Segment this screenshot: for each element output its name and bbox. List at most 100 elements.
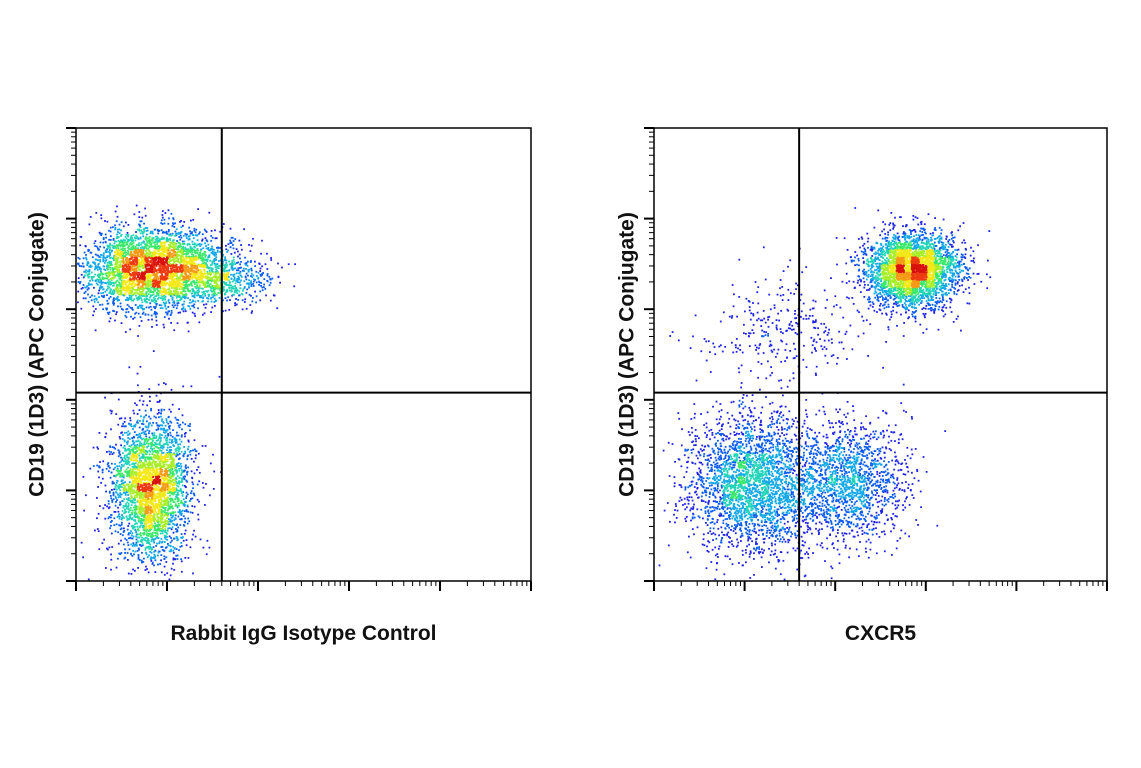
- event-point: [216, 249, 219, 252]
- event-point: [122, 238, 125, 241]
- event-point: [177, 538, 180, 541]
- event-point: [113, 510, 116, 513]
- event-point: [230, 286, 233, 289]
- event-point: [181, 509, 184, 512]
- event-point: [230, 253, 233, 255]
- event-point: [171, 440, 173, 443]
- event-point: [182, 385, 185, 388]
- event-point: [133, 298, 136, 301]
- event-point: [153, 453, 155, 456]
- event-point: [178, 467, 180, 470]
- event-point: [154, 238, 157, 241]
- event-point: [131, 555, 134, 557]
- event-point: [147, 445, 150, 447]
- event-point: [120, 417, 123, 420]
- event-point: [145, 301, 148, 304]
- event-point: [165, 546, 168, 549]
- event-point: [144, 425, 147, 428]
- event-point: [129, 282, 132, 285]
- event-point: [182, 303, 185, 306]
- event-point: [180, 260, 182, 263]
- event-point: [199, 265, 202, 268]
- event-point: [186, 493, 189, 496]
- event-point: [128, 532, 130, 534]
- event-point: [124, 331, 127, 333]
- event-point: [181, 490, 184, 493]
- event-point: [146, 229, 149, 232]
- event-point: [132, 241, 135, 244]
- event-point: [136, 237, 138, 240]
- event-point: [142, 240, 145, 243]
- event-point: [226, 277, 229, 280]
- event-point: [149, 280, 152, 283]
- event-point: [105, 250, 108, 253]
- event-point: [160, 454, 162, 457]
- event-point: [150, 438, 153, 441]
- event-point: [194, 300, 197, 303]
- event-point: [189, 283, 191, 286]
- event-point: [135, 494, 137, 497]
- event-point: [232, 259, 235, 261]
- event-point: [163, 294, 166, 297]
- event-point: [142, 514, 145, 516]
- event-point: [138, 452, 141, 455]
- event-point: [127, 470, 130, 473]
- event-point: [173, 458, 175, 461]
- event-point: [157, 383, 160, 386]
- event-point: [151, 432, 154, 435]
- event-point: [237, 275, 240, 278]
- event-point: [117, 247, 120, 250]
- event-point: [116, 244, 119, 247]
- event-point: [186, 522, 189, 525]
- event-point: [175, 489, 178, 492]
- event-point: [156, 288, 159, 291]
- event-point: [165, 500, 167, 503]
- event-point: [242, 289, 244, 292]
- event-point: [114, 319, 116, 322]
- event-point: [141, 305, 144, 307]
- event-point: [168, 247, 171, 250]
- event-point: [107, 313, 110, 315]
- event-point: [119, 285, 122, 288]
- event-point: [188, 243, 191, 246]
- event-point: [193, 494, 196, 497]
- event-point: [172, 429, 174, 431]
- event-point: [149, 294, 152, 297]
- event-point: [121, 284, 124, 286]
- event-point: [175, 228, 178, 231]
- event-point: [132, 506, 135, 509]
- event-point: [110, 524, 112, 527]
- event-point: [119, 437, 122, 440]
- event-point: [127, 288, 130, 291]
- event-point: [182, 224, 184, 227]
- event-point: [124, 314, 127, 317]
- event-point: [166, 437, 169, 440]
- event-point: [100, 281, 103, 284]
- event-point: [164, 527, 167, 530]
- event-point: [141, 518, 143, 520]
- event-point: [102, 308, 104, 311]
- event-point: [141, 216, 144, 219]
- event-point: [184, 517, 187, 520]
- event-point: [128, 445, 131, 447]
- event-point: [175, 438, 178, 441]
- event-point: [169, 425, 171, 427]
- event-point: [156, 236, 159, 238]
- event-point: [133, 412, 135, 415]
- event-point: [142, 420, 145, 423]
- event-point: [166, 521, 169, 524]
- event-point: [158, 455, 160, 458]
- event-point: [163, 427, 165, 430]
- event-point: [153, 557, 156, 560]
- event-point: [175, 257, 178, 260]
- event-point: [154, 311, 156, 313]
- event-point: [160, 243, 163, 246]
- event-point: [104, 517, 107, 520]
- event-point: [86, 264, 89, 266]
- event-point: [138, 287, 141, 290]
- event-point: [134, 513, 136, 516]
- event-point: [168, 233, 170, 236]
- event-point: [261, 239, 263, 242]
- event-point: [160, 513, 162, 516]
- event-point: [180, 570, 183, 573]
